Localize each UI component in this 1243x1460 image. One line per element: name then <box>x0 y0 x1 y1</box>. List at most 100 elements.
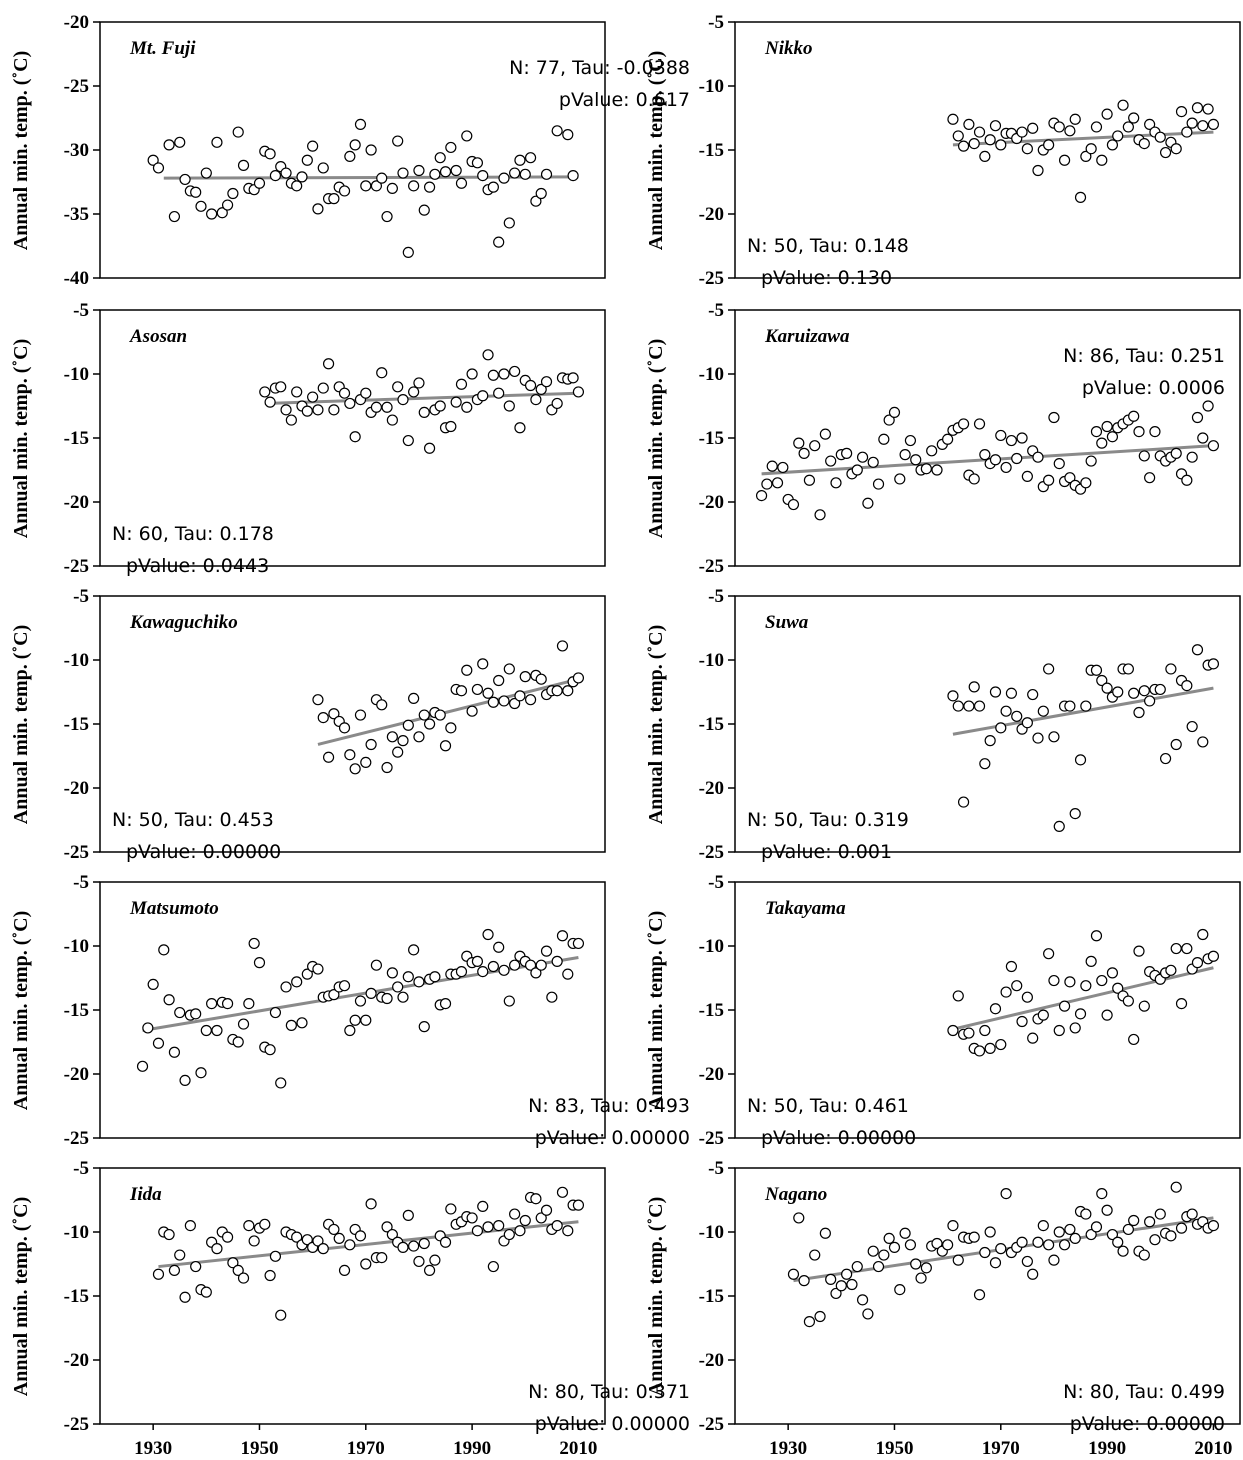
data-point <box>556 930 569 942</box>
data-point <box>989 120 1002 132</box>
x-tick-label: 1950 <box>240 1438 278 1459</box>
data-point <box>365 1198 377 1210</box>
stat-line-1: N: 50, Tau: 0.319 <box>747 809 909 831</box>
data-point <box>418 709 430 721</box>
data-point <box>413 377 425 389</box>
y-tick-label: -25 <box>64 1128 89 1149</box>
y-tick-label: -20 <box>699 1350 724 1371</box>
data-point <box>798 1275 810 1287</box>
data-point <box>979 150 991 162</box>
y-tick-label: -5 <box>73 300 89 321</box>
data-point <box>317 1243 329 1255</box>
data-point <box>461 130 473 142</box>
data-point <box>477 170 489 182</box>
data-point <box>1027 1032 1039 1044</box>
y-tick-label: -20 <box>64 778 89 799</box>
data-point <box>344 150 356 162</box>
data-point <box>1133 945 1145 957</box>
y-tick-label: -10 <box>699 364 724 385</box>
data-point <box>264 1044 276 1056</box>
data-point <box>477 390 489 402</box>
data-point <box>360 180 372 192</box>
data-point <box>291 1231 303 1243</box>
stat-line-2: pValue: 0.617 <box>559 89 690 111</box>
data-point <box>392 381 404 393</box>
data-point <box>540 376 553 388</box>
x-tick-label: 1930 <box>769 1438 807 1459</box>
data-point <box>856 451 869 463</box>
data-point <box>285 1019 297 1031</box>
data-point <box>1101 420 1113 433</box>
y-tick-label: -20 <box>64 1350 89 1371</box>
data-point <box>1011 710 1023 722</box>
data-point <box>1202 103 1214 115</box>
data-point <box>365 738 377 751</box>
y-tick-label: -5 <box>708 1158 724 1179</box>
panel-title: Kawaguchiko <box>129 612 238 633</box>
data-point <box>349 1014 361 1026</box>
y-axis-label: Annual min. temp. (˚C) <box>11 10 33 290</box>
data-point <box>493 1219 505 1232</box>
data-point <box>1037 1009 1049 1021</box>
data-point <box>1106 967 1119 979</box>
data-point <box>1112 1236 1124 1248</box>
data-point <box>1197 120 1209 132</box>
data-point <box>386 1228 398 1241</box>
data-point <box>530 1193 542 1205</box>
panel-nagano: -5 -10 -15 -20 -25 1930 1950 1970 1990 2010 Nagano… <box>699 1158 1241 1459</box>
data-point <box>1032 164 1044 177</box>
data-point <box>1202 400 1214 412</box>
data-point <box>275 381 287 393</box>
panel-title: Nagano <box>764 1184 827 1205</box>
data-point <box>1074 754 1087 766</box>
data-point <box>450 396 462 408</box>
data-point <box>317 711 329 724</box>
panel-title: Karuizawa <box>764 326 850 347</box>
y-tick-label: -20 <box>699 204 724 225</box>
stat-line-2: pValue: 0.0006 <box>1082 377 1225 399</box>
data-point <box>163 139 175 151</box>
data-point <box>1021 1255 1033 1268</box>
data-point <box>338 185 351 197</box>
data-point <box>493 236 505 248</box>
data-point <box>867 456 879 468</box>
y-axis-label-text: Annual min. temp. (˚C) <box>645 338 668 538</box>
data-point <box>429 971 441 983</box>
data-point <box>947 113 959 125</box>
data-point <box>1101 108 1113 120</box>
data-point <box>498 368 510 380</box>
data-point <box>1085 455 1097 467</box>
data-point <box>509 167 521 179</box>
panel-iida: -5 -10 -15 -20 -25 1930 1950 1970 1990 2010 Iida N:… <box>64 1158 690 1459</box>
data-point <box>307 391 319 403</box>
data-point <box>221 199 234 211</box>
data-point <box>147 154 159 166</box>
data-point <box>338 722 351 734</box>
data-point <box>370 180 383 192</box>
data-point <box>1053 1024 1065 1037</box>
stat-line-2: pValue: 0.00000 <box>535 1127 690 1149</box>
data-point <box>1005 434 1018 447</box>
data-point <box>237 1272 250 1284</box>
data-point <box>280 167 292 179</box>
data-point <box>264 396 276 408</box>
data-point <box>174 1006 186 1019</box>
data-point <box>392 981 404 993</box>
data-point <box>503 400 515 412</box>
x-tick-label: 1970 <box>982 1438 1020 1459</box>
data-point <box>1000 705 1012 717</box>
data-point <box>1197 432 1209 444</box>
y-tick-label: -20 <box>699 1064 724 1085</box>
data-point <box>1011 452 1023 465</box>
data-point <box>413 731 425 743</box>
data-point <box>787 498 800 511</box>
data-point <box>540 945 553 957</box>
data-point <box>846 1278 858 1291</box>
data-point <box>439 166 452 178</box>
data-point <box>402 719 414 731</box>
data-point <box>771 477 784 489</box>
data-point <box>445 722 457 734</box>
data-point <box>1112 130 1124 142</box>
data-point <box>973 418 986 430</box>
data-point <box>275 1077 287 1089</box>
